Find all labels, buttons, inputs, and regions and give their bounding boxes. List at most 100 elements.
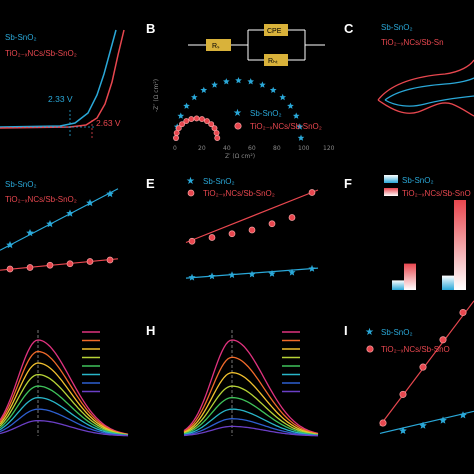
nyquist-point-tio2	[213, 129, 220, 136]
point-e-tio2	[288, 214, 296, 221]
legend-e-tio2: TiO₂₋ₓNCs/Sb-SnO₂	[203, 189, 275, 198]
plot-f	[392, 200, 466, 290]
x-ticks-b: 0 20 40 60 80 100 120	[173, 145, 335, 152]
plot-d	[0, 188, 119, 273]
nyquist-point-tio2	[199, 116, 205, 123]
nyquist-point-tio2	[211, 125, 218, 132]
point-e-sb	[288, 268, 296, 276]
cv-c-tio2	[377, 59, 474, 117]
legend-f-tio2: TiO₂₋ₓNCs/Sb-SnO	[402, 189, 471, 198]
h-spectrum	[183, 425, 318, 437]
panel-i: ★ Sb-SnO₂ TiO₂₋ₓNCs/Sb-SnO	[365, 300, 474, 434]
legend-i-tio2-marker	[366, 345, 374, 353]
legend-b-sb: Sb-SnO₂	[250, 109, 282, 118]
legend-f-sb: Sb-SnO₂	[402, 176, 434, 185]
x-tick-b: 20	[198, 145, 206, 152]
annotation-a-red: 2.63 V	[96, 118, 121, 128]
nyquist-point-tio2	[175, 125, 182, 132]
panel-label-i: I	[344, 323, 348, 338]
panel-label-c: C	[344, 21, 354, 36]
legend-e-tio2-marker	[187, 189, 195, 197]
plot-h	[183, 330, 319, 437]
x-tick-b: 0	[173, 145, 177, 152]
g-spectrum	[0, 339, 129, 435]
g-spectrum	[0, 373, 129, 436]
curve-a-tio2	[0, 29, 125, 129]
curve-a-sb	[0, 29, 117, 128]
point-i-sb	[439, 416, 447, 424]
fit-line-d-tio2	[0, 258, 119, 271]
legend-f-sb-swatch	[384, 175, 398, 183]
nyquist-point-tio2	[183, 118, 190, 124]
point-d-tio2	[6, 265, 14, 273]
bar-f-sb	[392, 280, 404, 290]
h-spectrum	[183, 356, 319, 435]
legend-b-tio2-marker	[234, 122, 242, 130]
legend-e-sb: Sb-SnO₂	[203, 177, 235, 186]
fit-line-i-tio2	[379, 300, 474, 426]
point-e-sb	[248, 270, 256, 278]
cv-c-sb	[384, 77, 474, 107]
nyquist-point-sb	[183, 102, 190, 109]
legend-a-tio2: TiO₂₋ₓNCs/Sb-SnO₂	[5, 49, 77, 58]
legend-i-sb: Sb-SnO₂	[381, 328, 413, 337]
nyquist-b-sb	[172, 77, 305, 141]
legend-a-sb: Sb-SnO₂	[5, 33, 37, 42]
point-d-tio2	[106, 256, 114, 264]
point-e-sb	[308, 264, 316, 272]
legend-b-tio2: TiO₂₋ₓNCs/Sb-SnO₂	[250, 122, 322, 131]
legend-d-tio2: TiO₂₋ₓNCs/Sb-SnO₂	[5, 195, 77, 204]
legend-f-tio2-swatch	[384, 188, 398, 196]
point-e-sb	[228, 271, 236, 279]
bar-f-tio2	[404, 263, 416, 290]
plot-g	[0, 330, 129, 437]
point-i-tio2	[399, 390, 407, 398]
g-spectrum	[0, 350, 129, 436]
point-e-tio2	[188, 237, 196, 245]
point-d-sb	[86, 199, 94, 207]
nyquist-point-tio2	[203, 118, 210, 124]
nyquist-point-sb	[287, 102, 294, 109]
annotation-a-blue: 2.33 V	[48, 94, 73, 104]
x-tick-b: 100	[298, 145, 310, 152]
legend-c-tio2: TiO₂₋ₓNCs/Sb-Sn	[381, 38, 444, 47]
point-d-sb	[6, 241, 14, 249]
point-d-sb	[26, 229, 34, 237]
nyquist-point-sb	[247, 78, 254, 85]
panel-e: ★ Sb-SnO₂ TiO₂₋ₓNCs/Sb-SnO₂	[185, 176, 319, 281]
point-i-tio2	[419, 363, 427, 371]
nyquist-point-sb	[177, 112, 185, 119]
legend-d-sb: Sb-SnO₂	[5, 180, 37, 189]
panel-a: Sb-SnO₂ TiO₂₋ₓNCs/Sb-SnO₂ 2.33 V 2.63 V	[0, 29, 125, 138]
h-spectrum	[183, 339, 319, 435]
h-spectrum	[183, 418, 319, 437]
nyquist-point-sb	[296, 123, 304, 130]
equivalent-circuit	[188, 29, 325, 61]
fit-line-d-sb	[0, 188, 119, 251]
point-i-tio2	[459, 308, 467, 317]
nyquist-point-sb	[269, 86, 277, 93]
g-spectrum	[0, 396, 129, 436]
rct-label: Rₕₜ	[268, 58, 278, 65]
panel-h	[183, 330, 319, 437]
nyquist-point-tio2	[214, 135, 221, 141]
nyquist-b-tio2	[173, 115, 221, 141]
nyquist-point-tio2	[188, 116, 195, 123]
point-i-sb	[419, 421, 427, 429]
x-tick-b: 40	[223, 145, 231, 152]
point-i-sb	[399, 426, 407, 434]
h-spectrum	[183, 408, 319, 436]
bar-f-tio2	[454, 200, 466, 290]
h-spectrum	[183, 385, 319, 436]
rs-resistor	[206, 39, 231, 51]
panel-label-e: E	[146, 176, 155, 191]
point-e-sb	[188, 273, 196, 281]
panel-label-h: H	[146, 323, 155, 338]
panel-label-f: F	[344, 176, 352, 191]
panel-b: -Z″ (Ω cm²) Z′ (Ω cm²) 0 20 40 60 80 100 120 R…	[153, 24, 335, 160]
h-spectrum	[183, 371, 319, 435]
nyquist-point-sb	[200, 86, 208, 93]
g-spectrum	[0, 362, 129, 436]
y-axis-label-b: -Z″ (Ω cm²)	[153, 79, 160, 112]
